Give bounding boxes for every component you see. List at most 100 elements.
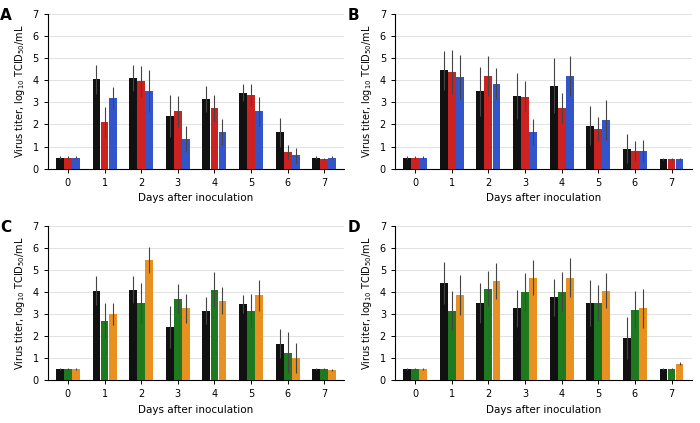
Bar <box>174 299 182 380</box>
Bar <box>64 157 72 169</box>
Bar <box>587 126 594 169</box>
Bar <box>411 157 419 169</box>
Bar <box>456 77 463 169</box>
Y-axis label: Virus titer, log$_{10}$ TCID$_{50}$/mL: Virus titer, log$_{10}$ TCID$_{50}$/mL <box>13 236 27 370</box>
Bar <box>92 291 100 380</box>
Text: A: A <box>0 8 12 23</box>
Bar <box>182 308 190 380</box>
Bar <box>493 281 500 380</box>
Bar <box>623 149 631 169</box>
Bar <box>276 344 284 380</box>
Bar <box>256 295 263 380</box>
Bar <box>101 122 108 169</box>
Bar <box>328 157 336 169</box>
Bar <box>166 327 174 380</box>
X-axis label: Days after inoculation: Days after inoculation <box>139 405 253 415</box>
Bar <box>72 369 80 380</box>
Bar <box>247 95 255 169</box>
Bar <box>137 303 145 380</box>
Bar <box>239 93 247 169</box>
Bar <box>72 157 80 169</box>
Bar <box>631 310 639 380</box>
Bar <box>440 71 447 169</box>
Bar <box>247 310 255 380</box>
Bar <box>456 295 463 380</box>
Bar <box>146 91 153 169</box>
Bar <box>529 132 537 169</box>
Bar <box>521 292 529 380</box>
Text: D: D <box>347 220 360 235</box>
Bar <box>513 96 521 169</box>
Bar <box>668 369 676 380</box>
Bar <box>440 283 447 380</box>
Y-axis label: Virus titer, log$_{10}$ TCID$_{50}$/mL: Virus titer, log$_{10}$ TCID$_{50}$/mL <box>360 236 374 370</box>
Bar <box>558 292 566 380</box>
Bar <box>202 99 210 169</box>
Bar <box>603 291 610 380</box>
Bar <box>566 76 573 169</box>
Bar <box>493 84 500 169</box>
Bar <box>550 86 557 169</box>
Bar <box>218 132 226 169</box>
Bar <box>403 157 411 169</box>
Y-axis label: Virus titer, log$_{10}$ TCID$_{50}$/mL: Virus titer, log$_{10}$ TCID$_{50}$/mL <box>13 25 27 158</box>
Bar <box>312 369 320 380</box>
X-axis label: Days after inoculation: Days after inoculation <box>139 193 253 203</box>
Bar <box>137 82 145 169</box>
Bar <box>211 290 218 380</box>
Bar <box>631 151 639 169</box>
Bar <box>56 157 64 169</box>
Bar <box>92 79 100 169</box>
Bar <box>182 139 190 169</box>
Bar <box>328 370 336 380</box>
Bar <box>108 314 116 380</box>
Bar <box>146 260 153 380</box>
Bar <box>202 310 210 380</box>
Bar <box>594 129 602 169</box>
Bar <box>550 297 557 380</box>
Bar <box>668 159 676 169</box>
Bar <box>587 303 594 380</box>
Bar <box>448 310 456 380</box>
Bar <box>256 111 263 169</box>
Bar <box>659 159 667 169</box>
Bar <box>594 303 602 380</box>
Bar <box>239 304 247 380</box>
Bar <box>403 369 411 380</box>
X-axis label: Days after inoculation: Days after inoculation <box>486 193 601 203</box>
Bar <box>292 358 300 380</box>
Bar <box>484 288 492 380</box>
Bar <box>566 277 573 380</box>
Bar <box>521 97 529 169</box>
Bar <box>284 152 292 169</box>
Y-axis label: Virus titer, log$_{10}$ TCID$_{50}$/mL: Virus titer, log$_{10}$ TCID$_{50}$/mL <box>360 25 374 158</box>
Bar <box>56 369 64 380</box>
Text: B: B <box>347 8 359 23</box>
Bar <box>64 369 72 380</box>
Bar <box>218 301 226 380</box>
Bar <box>284 352 292 380</box>
Bar <box>419 157 427 169</box>
Text: C: C <box>0 220 11 235</box>
Bar <box>276 132 284 169</box>
Bar <box>211 108 218 169</box>
Bar <box>676 159 683 169</box>
Bar <box>639 308 647 380</box>
Bar <box>321 369 328 380</box>
Bar <box>130 290 137 380</box>
Bar <box>529 277 537 380</box>
Bar <box>411 369 419 380</box>
Bar <box>448 71 456 169</box>
Bar <box>312 157 320 169</box>
Bar <box>484 76 492 169</box>
Bar <box>321 159 328 169</box>
Bar <box>292 155 300 169</box>
X-axis label: Days after inoculation: Days after inoculation <box>486 405 601 415</box>
Bar <box>603 120 610 169</box>
Bar <box>558 108 566 169</box>
Bar <box>623 338 631 380</box>
Bar <box>676 363 683 380</box>
Bar <box>108 98 116 169</box>
Bar <box>513 308 521 380</box>
Bar <box>659 369 667 380</box>
